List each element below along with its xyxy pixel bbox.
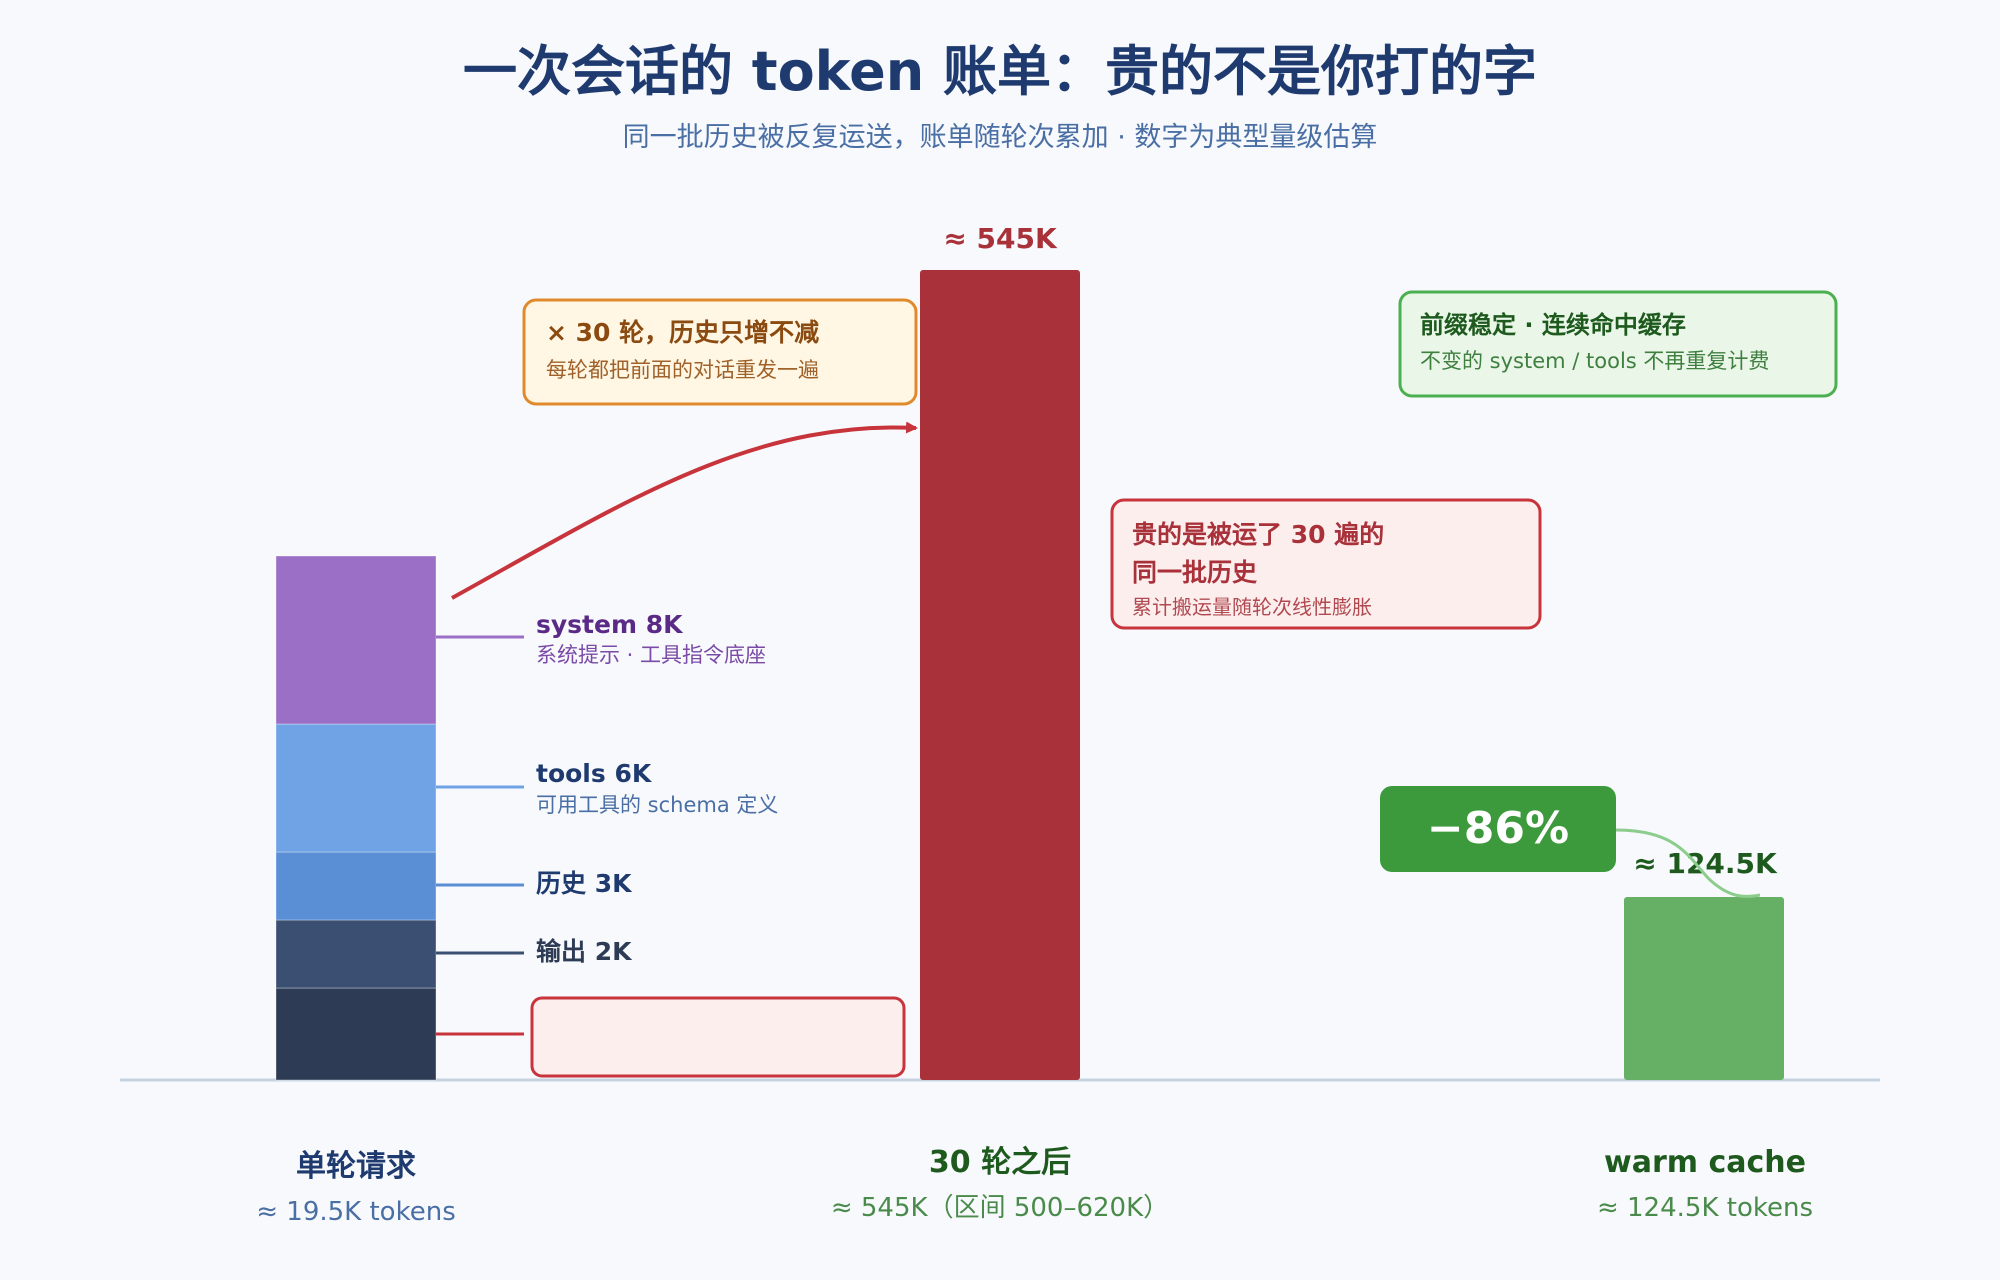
growth-arrow: [451, 421, 918, 600]
bar-warm-cache: [1624, 897, 1784, 1080]
chart-subtitle: 同一批历史被反复运送，账单随轮次累加 · 数字为典型量级估算: [623, 122, 1378, 153]
stack-segment-tools: [275, 723, 437, 853]
expensive-note: 贵的是被运了 30 遍的 同一批历史 累计搬运量随轮次线性膨胀: [1110, 498, 1542, 630]
single-round-stack: [275, 555, 437, 1081]
chart-title: 一次会话的 token 账单：贵的不是你打的字: [463, 40, 1537, 103]
stack-segment-history: [275, 851, 437, 921]
category-label-rounds: 30 轮之后: [929, 1145, 1071, 1180]
expensive-note-line2: 同一批历史: [1132, 558, 1258, 587]
stack-label-output: 输出 2K: [536, 937, 633, 966]
rounds-note-sub: 每轮都把前面的对话重发一遍: [546, 358, 819, 382]
cache-note-sub: 不变的 system / tools 不再重复计费: [1420, 349, 1769, 373]
typed-note: [530, 996, 906, 1078]
badge-connector: [1615, 828, 1761, 898]
expensive-note-line1: 贵的是被运了 30 遍的: [1132, 520, 1384, 549]
stack-sub-system: 系统提示 · 工具指令底座: [536, 643, 766, 667]
stack-label-system: system 8K: [536, 610, 684, 639]
rounds-note: × 30 轮，历史只增不减 每轮都把前面的对话重发一遍: [522, 298, 918, 406]
reduction-badge: −86%: [1380, 786, 1616, 872]
cache-note: 前缀稳定 · 连续命中缓存 不变的 system / tools 不再重复计费: [1398, 290, 1838, 398]
cache-note-title: 前缀稳定 · 连续命中缓存: [1420, 311, 1686, 339]
reduction-badge-text: −86%: [1427, 803, 1569, 854]
bar-30-rounds-value: ≈ 545K: [943, 222, 1058, 255]
category-sub-single: ≈ 19.5K tokens: [256, 1197, 456, 1227]
expensive-note-sub: 累计搬运量随轮次线性膨胀: [1132, 595, 1372, 619]
rounds-note-title: × 30 轮，历史只增不减: [546, 318, 819, 347]
category-sub-cache: ≈ 124.5K tokens: [1597, 1193, 1813, 1223]
category-label-single: 单轮请求: [296, 1149, 416, 1184]
stack-label-history: 历史 3K: [536, 869, 633, 898]
category-sub-rounds: ≈ 545K（区间 500–620K）: [831, 1193, 1169, 1223]
stack-sub-tools: 可用工具的 schema 定义: [536, 793, 778, 817]
category-label-cache: warm cache: [1604, 1145, 1806, 1180]
stack-segment-typed: [275, 987, 437, 1081]
stack-segment-system: [275, 555, 437, 725]
bar-30-rounds: [920, 270, 1080, 1080]
stack-segment-output: [275, 919, 437, 989]
stack-label-tools: tools 6K: [536, 759, 653, 788]
